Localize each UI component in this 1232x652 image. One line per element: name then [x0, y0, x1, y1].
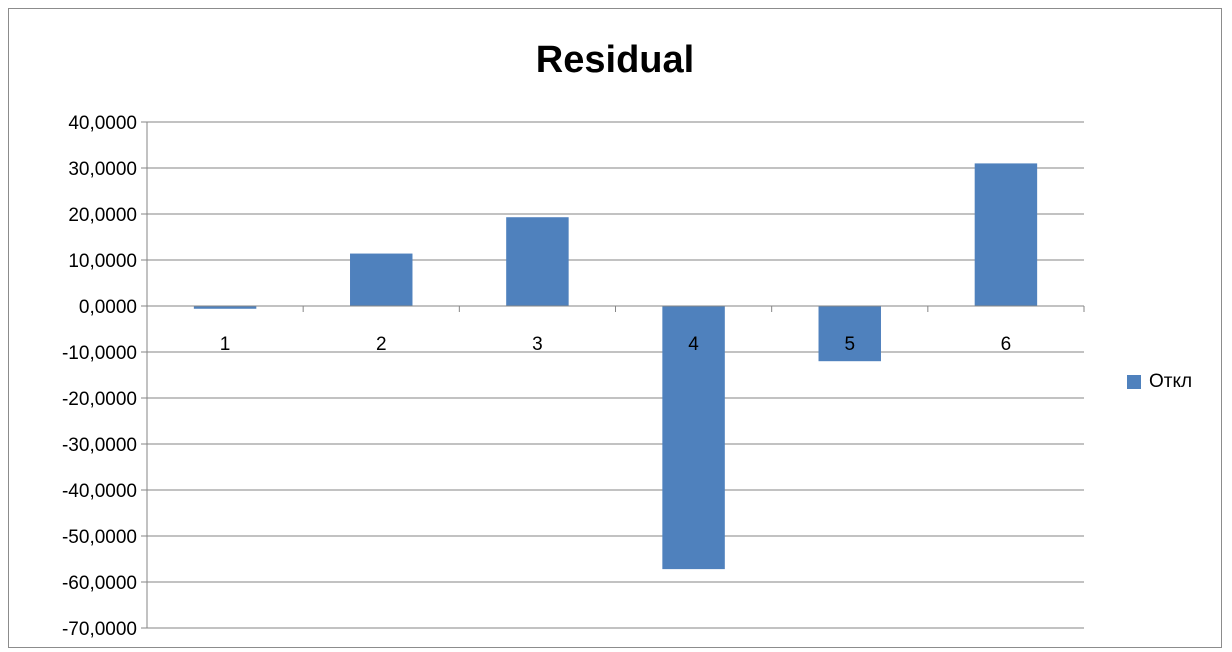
y-tick-label: -40,0000 [62, 481, 137, 502]
x-tick-label: 6 [1001, 334, 1012, 355]
y-tick-label: -50,0000 [62, 527, 137, 548]
legend: Откл [1127, 371, 1192, 393]
y-tick-label: 0,0000 [79, 297, 137, 318]
x-tick-label: 3 [532, 334, 543, 355]
chart-frame: Residual 40,0000 30,0000 20,0000 10,0000 0,0… [8, 8, 1222, 648]
y-tick-label: -60,0000 [62, 573, 137, 594]
bar-5 [818, 306, 881, 362]
bar-1 [193, 306, 257, 309]
legend-label: Откл [1149, 371, 1193, 392]
chart-plot: 40,0000 30,0000 20,0000 10,0000 0,0000 -10,00… [62, 113, 1085, 640]
x-tick-label: 2 [376, 334, 387, 355]
bar-4 [662, 306, 725, 570]
y-tick-label: -30,0000 [62, 435, 137, 456]
y-tick-label: -10,0000 [62, 343, 137, 364]
y-tick-label: 20,0000 [68, 205, 137, 226]
chart-title: Residual [535, 39, 695, 81]
x-tick-label: 5 [844, 334, 855, 355]
bar-3 [506, 217, 569, 306]
y-tick-label: 30,0000 [68, 159, 137, 180]
y-tick-label: -70,0000 [62, 619, 137, 640]
bar-6 [974, 163, 1038, 306]
y-tick-label: 10,0000 [68, 251, 137, 272]
bar-2 [350, 253, 413, 306]
y-tick-label: 40,0000 [68, 113, 137, 134]
y-tick-label: -20,0000 [62, 389, 137, 410]
x-tick-label: 1 [220, 334, 231, 355]
legend-swatch [1127, 375, 1141, 389]
x-tick-label: 4 [688, 334, 699, 355]
